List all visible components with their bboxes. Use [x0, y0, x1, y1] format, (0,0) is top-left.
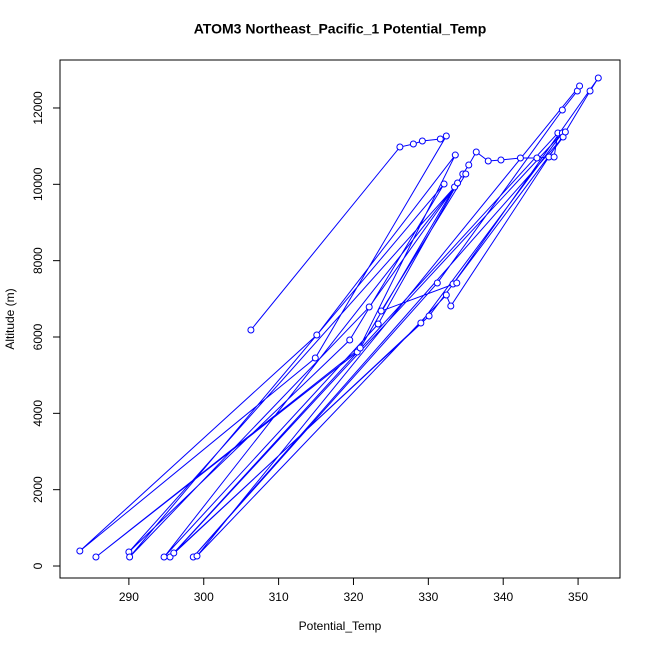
plot-box	[59, 59, 621, 579]
x-tick-label: 340	[493, 590, 513, 604]
point	[396, 143, 404, 151]
point	[442, 132, 450, 140]
point	[356, 344, 364, 352]
x-tick-label: 290	[119, 590, 139, 604]
point	[433, 279, 441, 287]
y-tick-label: 0	[31, 562, 45, 569]
point	[465, 161, 473, 169]
point	[442, 291, 450, 299]
point	[126, 553, 134, 561]
point	[409, 140, 417, 148]
point	[497, 156, 505, 164]
point	[447, 302, 455, 310]
point	[374, 320, 382, 328]
point	[440, 180, 448, 188]
point	[417, 319, 425, 327]
point	[454, 179, 462, 187]
x-tick-label: 300	[194, 590, 214, 604]
point	[516, 154, 524, 162]
point	[550, 153, 558, 161]
point	[425, 312, 433, 320]
point	[462, 170, 470, 178]
point	[453, 279, 461, 287]
point	[561, 128, 569, 136]
point	[472, 148, 480, 156]
y-tick-label: 4000	[31, 400, 45, 427]
chart-title: ATOM3 Northeast_Pacific_1 Potential_Temp	[194, 21, 487, 37]
point	[558, 106, 566, 114]
x-tick-label: 310	[269, 590, 289, 604]
point	[92, 553, 100, 561]
point	[594, 74, 602, 82]
point	[311, 354, 319, 362]
point	[576, 82, 584, 90]
point	[365, 303, 373, 311]
point	[484, 157, 492, 165]
series-line	[79, 77, 599, 558]
point	[436, 135, 444, 143]
point	[76, 547, 84, 555]
y-tick-label: 2000	[31, 476, 45, 503]
y-tick-label: 12000	[31, 91, 45, 125]
point	[247, 326, 255, 334]
point	[586, 87, 594, 95]
point	[346, 336, 354, 344]
point	[418, 137, 426, 145]
point	[193, 552, 201, 560]
point	[451, 151, 459, 159]
point	[313, 331, 321, 339]
x-tick-label: 330	[418, 590, 438, 604]
point	[533, 154, 541, 162]
y-tick-label: 8000	[31, 247, 45, 274]
x-axis-label: Potential_Temp	[299, 619, 382, 633]
y-axis-label: Altitude (m)	[3, 288, 17, 349]
point	[170, 549, 178, 557]
x-tick-label: 350	[568, 590, 588, 604]
y-tick-label: 6000	[31, 323, 45, 350]
y-tick-label: 10000	[31, 167, 45, 201]
point	[160, 553, 168, 561]
x-tick-label: 320	[343, 590, 363, 604]
point	[377, 307, 385, 315]
